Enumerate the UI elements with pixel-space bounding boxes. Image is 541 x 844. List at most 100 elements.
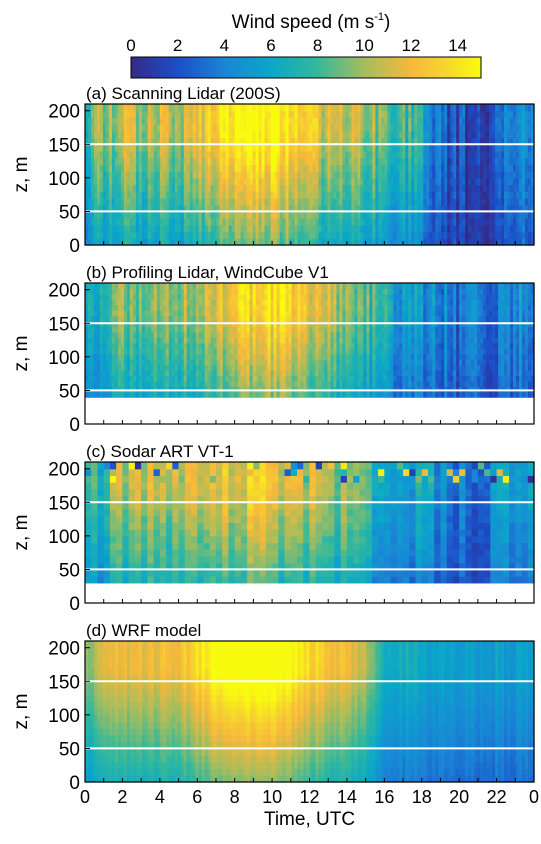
heatmap-cell <box>207 283 212 290</box>
heatmap-cell <box>144 380 149 387</box>
heatmap-cell <box>420 110 424 119</box>
heatmap-cell <box>357 198 361 206</box>
heatmap-cell <box>321 191 326 199</box>
heatmap-cell <box>270 391 275 398</box>
heatmap-cell <box>132 157 137 166</box>
heatmap-cell <box>267 104 272 112</box>
heatmap-cell <box>102 353 107 360</box>
heatmap-cell <box>324 288 329 295</box>
heatmap-cell <box>255 288 260 295</box>
heatmap-cell <box>327 224 332 233</box>
heatmap-cell <box>492 151 496 159</box>
heatmap-cell <box>255 375 260 382</box>
heatmap-cell <box>267 299 272 306</box>
heatmap-cell <box>192 293 197 300</box>
heatmap-cell <box>303 288 308 295</box>
heatmap-cell <box>414 184 418 192</box>
heatmap-cell <box>417 204 421 213</box>
heatmap-cell <box>318 144 323 152</box>
heatmap-cell <box>399 104 403 112</box>
heatmap-cell <box>243 310 248 317</box>
heatmap-cell <box>234 310 239 317</box>
heatmap-cell <box>294 117 299 125</box>
heatmap-cell <box>438 171 442 179</box>
heatmap-cell <box>237 299 242 306</box>
heatmap-cell <box>264 315 269 322</box>
heatmap-cell <box>105 369 110 377</box>
heatmap-cell <box>165 144 170 152</box>
heatmap-cell <box>270 288 275 295</box>
heatmap-cell <box>87 375 92 382</box>
heatmap-cell <box>450 110 454 119</box>
heatmap-cell <box>315 177 320 186</box>
heatmap-cell <box>390 164 394 172</box>
heatmap-cell <box>300 348 305 355</box>
heatmap-cell <box>279 224 284 233</box>
heatmap-cell <box>393 124 397 132</box>
heatmap-cell <box>435 204 439 213</box>
heatmap-cell <box>282 283 287 290</box>
heatmap-cell <box>465 218 469 226</box>
heatmap-cell <box>267 137 272 145</box>
heatmap-cell <box>447 184 451 192</box>
heatmap-cell <box>132 353 137 360</box>
heatmap-cell <box>270 204 275 213</box>
heatmap-cell <box>369 130 373 139</box>
heatmap-cell <box>108 375 113 382</box>
heatmap-cell <box>360 238 364 246</box>
heatmap-cell <box>186 184 191 192</box>
heatmap-cell <box>339 151 344 159</box>
heatmap-cell <box>276 224 281 233</box>
heatmap-cell <box>129 137 134 145</box>
heatmap-cell <box>477 224 481 233</box>
heatmap-cell <box>342 171 347 179</box>
heatmap-cell <box>180 238 185 246</box>
heatmap-cell <box>465 124 469 132</box>
heatmap-cell <box>276 157 281 166</box>
heatmap-cell <box>249 130 254 139</box>
heatmap-cell <box>195 391 200 398</box>
heatmap-cell <box>195 386 200 393</box>
heatmap-cell <box>321 137 326 145</box>
heatmap-cell <box>219 331 224 338</box>
heatmap-cell <box>507 164 511 172</box>
heatmap-cell <box>156 177 161 186</box>
heatmap-cell <box>318 104 323 112</box>
heatmap-cell <box>405 117 409 125</box>
heatmap-cell <box>312 104 317 112</box>
heatmap-cell <box>333 130 338 139</box>
heatmap-cell <box>144 184 149 192</box>
heatmap-cell <box>261 231 266 239</box>
heatmap-cell <box>486 238 490 246</box>
heatmap-cell <box>138 348 143 355</box>
heatmap-cell <box>132 310 137 317</box>
heatmap-cell <box>363 211 367 219</box>
heatmap-cell <box>342 124 347 132</box>
heatmap-cell <box>168 364 173 371</box>
heatmap-cell <box>96 124 101 132</box>
heatmap-cell <box>246 342 251 349</box>
heatmap-cell <box>480 177 484 186</box>
heatmap-cell <box>189 238 194 246</box>
heatmap-cell <box>282 117 287 125</box>
heatmap-cell <box>153 164 158 172</box>
heatmap-cell <box>192 124 197 132</box>
heatmap-cell <box>186 337 191 344</box>
heatmap-cell <box>144 353 149 360</box>
heatmap-cell <box>525 238 529 246</box>
heatmap-cell <box>492 211 496 219</box>
heatmap-cell <box>264 391 269 398</box>
heatmap-cell <box>402 184 406 192</box>
heatmap-cell <box>165 117 170 125</box>
heatmap-cell <box>258 224 263 233</box>
heatmap-cell <box>444 218 448 226</box>
heatmap-cell <box>228 380 233 387</box>
heatmap-cell <box>120 359 125 366</box>
heatmap-cell <box>366 151 370 159</box>
heatmap-cell <box>483 191 487 199</box>
heatmap-cell <box>522 144 526 152</box>
heatmap-cell <box>102 310 107 317</box>
heatmap-cell <box>174 315 179 322</box>
heatmap-cell <box>498 104 502 112</box>
heatmap-cell <box>150 353 155 360</box>
